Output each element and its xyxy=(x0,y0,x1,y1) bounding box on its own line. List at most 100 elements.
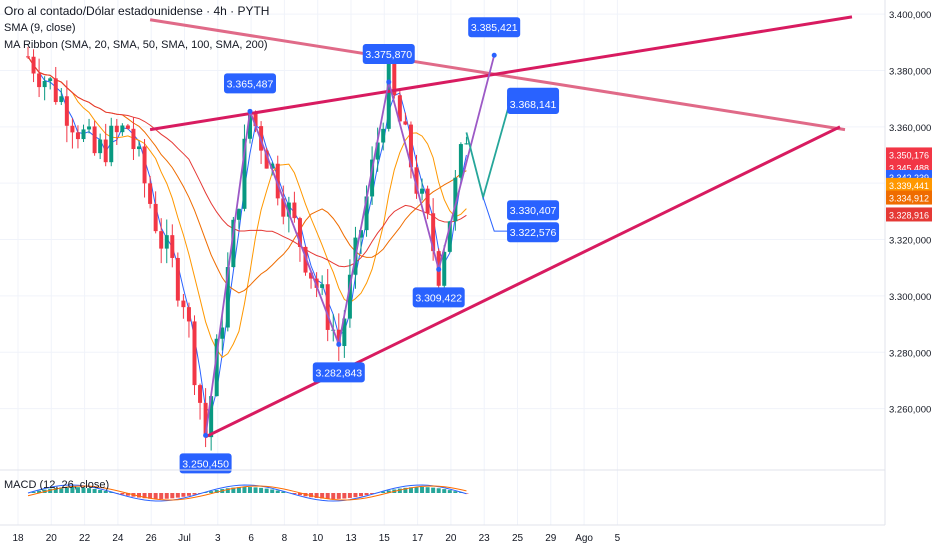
pivot-dot xyxy=(336,341,342,347)
candle-body xyxy=(103,139,108,163)
pivot-dot xyxy=(247,108,253,114)
macd-histogram-bar xyxy=(87,488,92,493)
time-tick-label: 26 xyxy=(146,533,158,544)
candle-body xyxy=(198,385,203,403)
candle-body xyxy=(81,129,86,140)
candle-body xyxy=(292,202,297,219)
macd-histogram-bar xyxy=(403,487,408,493)
candle-body xyxy=(225,267,230,328)
pivot-label xyxy=(412,287,465,308)
candle-body xyxy=(114,125,119,133)
macd-histogram-bar xyxy=(170,493,175,499)
pivot-label-text: 3.365,487 xyxy=(227,78,274,90)
target-label-text: 3.322,576 xyxy=(510,227,557,239)
time-tick-label: Jul xyxy=(178,533,191,544)
macd-histogram-bar xyxy=(214,490,219,493)
candle-body xyxy=(386,62,391,129)
target-label xyxy=(507,200,560,221)
macd-line xyxy=(27,484,467,502)
projection-path xyxy=(482,197,511,232)
macd-histogram-bar xyxy=(31,491,36,493)
pivot-label xyxy=(224,73,276,94)
time-tick-label: 5 xyxy=(615,533,621,544)
price-badge xyxy=(886,177,932,192)
candle-body xyxy=(131,128,136,150)
candle-body xyxy=(347,274,352,319)
harmonic-pattern xyxy=(203,52,512,438)
candle-body xyxy=(320,284,325,288)
macd-histogram-bar xyxy=(420,487,425,493)
projection-path xyxy=(465,98,512,201)
pivot-dot xyxy=(203,432,209,438)
candle-body xyxy=(447,221,452,252)
macd-histogram-bar xyxy=(103,490,108,493)
macd-histogram-bar xyxy=(142,493,147,499)
candle-body xyxy=(220,327,225,339)
macd-histogram-bar xyxy=(81,487,86,493)
candle-body xyxy=(314,278,319,288)
macd-histogram-bar xyxy=(353,493,358,498)
ribbon-label: MA Ribbon (SMA, 20, SMA, 50, SMA, 100, S… xyxy=(4,39,268,51)
candle-body xyxy=(186,307,191,322)
macd-pane: 2,8951,6301,266 xyxy=(0,469,932,516)
time-tick-label: 18 xyxy=(12,533,24,544)
time-tick-label: 22 xyxy=(79,533,91,544)
price-badge-text: 3.350,176 xyxy=(889,150,929,160)
macd-histogram-bar xyxy=(164,493,169,499)
macd-histogram-bar xyxy=(458,492,463,493)
time-tick-label: 17 xyxy=(412,533,424,544)
pivot-label xyxy=(312,362,365,383)
pivot-label xyxy=(179,453,232,474)
pattern-path xyxy=(204,55,496,436)
macd-histogram-bar xyxy=(48,488,53,493)
price-tick-label: 3.360,000 xyxy=(889,123,931,134)
candle-body xyxy=(87,126,92,130)
macd-histogram-bar xyxy=(436,488,441,493)
price-badge xyxy=(886,207,932,222)
macd-histogram-bar xyxy=(109,492,114,493)
macd-histogram-bar xyxy=(59,487,64,493)
candle-body xyxy=(236,208,241,220)
candle-body xyxy=(253,111,258,127)
candle-body xyxy=(375,142,380,160)
macd-histogram-bar xyxy=(209,491,214,493)
candle-body xyxy=(248,111,252,139)
candle-body xyxy=(53,78,58,103)
candle-body xyxy=(159,231,164,249)
candle-body xyxy=(286,202,291,217)
macd-histogram-bar xyxy=(359,493,363,497)
macd-histogram-bar xyxy=(414,487,419,493)
macd-histogram-bar xyxy=(381,491,386,493)
macd-label: MACD (12, 26, close) xyxy=(4,479,110,491)
macd-histogram-bar xyxy=(275,490,280,493)
macd-histogram-bar xyxy=(159,493,164,499)
macd-histogram-bar xyxy=(425,487,430,493)
candle-body xyxy=(364,196,369,231)
candle-body xyxy=(192,321,197,386)
candle-body xyxy=(442,251,447,286)
candle-body xyxy=(414,167,419,194)
candle-body xyxy=(70,125,75,133)
candle-body xyxy=(309,272,314,279)
time-tick-label: 8 xyxy=(282,533,288,544)
pivot-dot xyxy=(436,266,442,272)
time-tick-label: 10 xyxy=(312,533,324,544)
macd-histogram-bar xyxy=(331,493,336,499)
candle-body xyxy=(281,198,286,217)
candle-body xyxy=(209,396,214,438)
time-tick-label: 20 xyxy=(445,533,457,544)
candles xyxy=(26,46,469,451)
sma-label: SMA (9, close) xyxy=(4,22,76,34)
price-badge-text: 3.328,916 xyxy=(889,210,929,220)
macd-histogram-bar xyxy=(442,489,447,493)
candle-body xyxy=(120,125,125,133)
macd-histogram-bar xyxy=(336,493,341,499)
price-tick-label: 3.280,000 xyxy=(889,348,931,359)
macd-histogram-bar xyxy=(70,487,75,493)
macd-histogram-bar xyxy=(370,493,375,494)
macd-histogram-bar xyxy=(320,493,325,499)
macd-histogram-bar xyxy=(192,493,197,495)
price-badge-text: 3.345,488 xyxy=(889,164,929,174)
macd-histogram-bar xyxy=(236,487,241,493)
macd-histogram-bar xyxy=(186,493,191,496)
